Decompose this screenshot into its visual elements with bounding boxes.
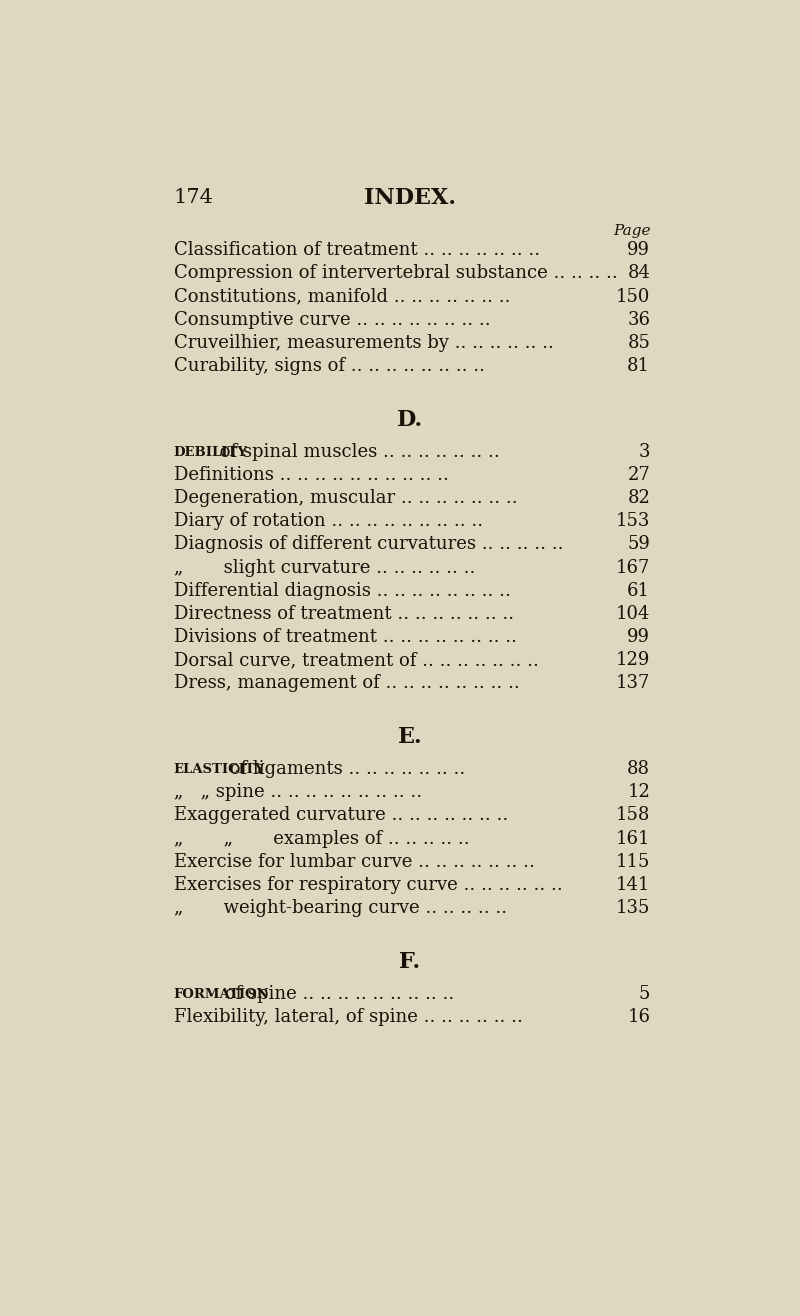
- Text: 88: 88: [627, 761, 650, 778]
- Text: Compression of intervertebral substance .. .. .. ..: Compression of intervertebral substance …: [174, 265, 618, 283]
- Text: 104: 104: [616, 605, 650, 622]
- Text: 99: 99: [627, 241, 650, 259]
- Text: Directness of treatment .. .. .. .. .. .. ..: Directness of treatment .. .. .. .. .. .…: [174, 605, 514, 622]
- Text: „       „       examples of .. .. .. .. ..: „ „ examples of .. .. .. .. ..: [174, 829, 470, 848]
- Text: 3: 3: [638, 443, 650, 461]
- Text: D.: D.: [397, 409, 423, 430]
- Text: 158: 158: [616, 807, 650, 825]
- Text: Exaggerated curvature .. .. .. .. .. .. ..: Exaggerated curvature .. .. .. .. .. .. …: [174, 807, 508, 825]
- Text: 137: 137: [616, 674, 650, 692]
- Text: 174: 174: [174, 188, 214, 208]
- Text: of ligaments .. .. .. .. .. .. ..: of ligaments .. .. .. .. .. .. ..: [224, 761, 466, 778]
- Text: Differential diagnosis .. .. .. .. .. .. .. ..: Differential diagnosis .. .. .. .. .. ..…: [174, 582, 510, 600]
- Text: Page: Page: [613, 224, 650, 238]
- Text: Classification of treatment .. .. .. .. .. .. ..: Classification of treatment .. .. .. .. …: [174, 241, 540, 259]
- Text: Constitutions, manifold .. .. .. .. .. .. ..: Constitutions, manifold .. .. .. .. .. .…: [174, 287, 510, 305]
- Text: of spinal muscles .. .. .. .. .. .. ..: of spinal muscles .. .. .. .. .. .. ..: [214, 443, 500, 461]
- Text: 84: 84: [627, 265, 650, 283]
- Text: 5: 5: [639, 986, 650, 1003]
- Text: Degeneration, muscular .. .. .. .. .. .. ..: Degeneration, muscular .. .. .. .. .. ..…: [174, 490, 518, 507]
- Text: 141: 141: [616, 876, 650, 894]
- Text: 167: 167: [616, 558, 650, 576]
- Text: 12: 12: [627, 783, 650, 801]
- Text: Dorsal curve, treatment of .. .. .. .. .. .. ..: Dorsal curve, treatment of .. .. .. .. .…: [174, 651, 538, 669]
- Text: 61: 61: [627, 582, 650, 600]
- Text: „       weight-bearing curve .. .. .. .. ..: „ weight-bearing curve .. .. .. .. ..: [174, 899, 506, 917]
- Text: Curability, signs of .. .. .. .. .. .. .. ..: Curability, signs of .. .. .. .. .. .. .…: [174, 357, 485, 375]
- Text: 161: 161: [616, 829, 650, 848]
- Text: Consumptive curve .. .. .. .. .. .. .. ..: Consumptive curve .. .. .. .. .. .. .. .…: [174, 311, 490, 329]
- Text: Cruveilhier, measurements by .. .. .. .. .. ..: Cruveilhier, measurements by .. .. .. ..…: [174, 334, 554, 351]
- Text: FORMATION: FORMATION: [174, 987, 270, 1000]
- Text: 115: 115: [616, 853, 650, 871]
- Text: 81: 81: [627, 357, 650, 375]
- Text: Definitions .. .. .. .. .. .. .. .. .. ..: Definitions .. .. .. .. .. .. .. .. .. .…: [174, 466, 449, 484]
- Text: Dress, management of .. .. .. .. .. .. .. ..: Dress, management of .. .. .. .. .. .. .…: [174, 674, 519, 692]
- Text: 129: 129: [616, 651, 650, 669]
- Text: Exercises for respiratory curve .. .. .. .. .. ..: Exercises for respiratory curve .. .. ..…: [174, 876, 562, 894]
- Text: 27: 27: [627, 466, 650, 484]
- Text: E.: E.: [398, 726, 422, 747]
- Text: „       slight curvature .. .. .. .. .. ..: „ slight curvature .. .. .. .. .. ..: [174, 558, 475, 576]
- Text: F.: F.: [399, 950, 421, 973]
- Text: 153: 153: [616, 512, 650, 530]
- Text: 16: 16: [627, 1008, 650, 1026]
- Text: 85: 85: [627, 334, 650, 351]
- Text: „   „ spine .. .. .. .. .. .. .. .. ..: „ „ spine .. .. .. .. .. .. .. .. ..: [174, 783, 422, 801]
- Text: 36: 36: [627, 311, 650, 329]
- Text: ELASTICITY: ELASTICITY: [174, 763, 265, 776]
- Text: of spine .. .. .. .. .. .. .. .. ..: of spine .. .. .. .. .. .. .. .. ..: [219, 986, 454, 1003]
- Text: Divisions of treatment .. .. .. .. .. .. .. ..: Divisions of treatment .. .. .. .. .. ..…: [174, 628, 517, 646]
- Text: 150: 150: [616, 287, 650, 305]
- Text: 99: 99: [627, 628, 650, 646]
- Text: Diagnosis of different curvatures .. .. .. .. ..: Diagnosis of different curvatures .. .. …: [174, 536, 563, 554]
- Text: Flexibility, lateral, of spine .. .. .. .. .. ..: Flexibility, lateral, of spine .. .. .. …: [174, 1008, 522, 1026]
- Text: Exercise for lumbar curve .. .. .. .. .. .. ..: Exercise for lumbar curve .. .. .. .. ..…: [174, 853, 534, 871]
- Text: 59: 59: [627, 536, 650, 554]
- Text: Diary of rotation .. .. .. .. .. .. .. .. ..: Diary of rotation .. .. .. .. .. .. .. .…: [174, 512, 482, 530]
- Text: 135: 135: [616, 899, 650, 917]
- Text: 82: 82: [627, 490, 650, 507]
- Text: INDEX.: INDEX.: [364, 187, 456, 209]
- Text: DEBILITY: DEBILITY: [174, 446, 248, 458]
